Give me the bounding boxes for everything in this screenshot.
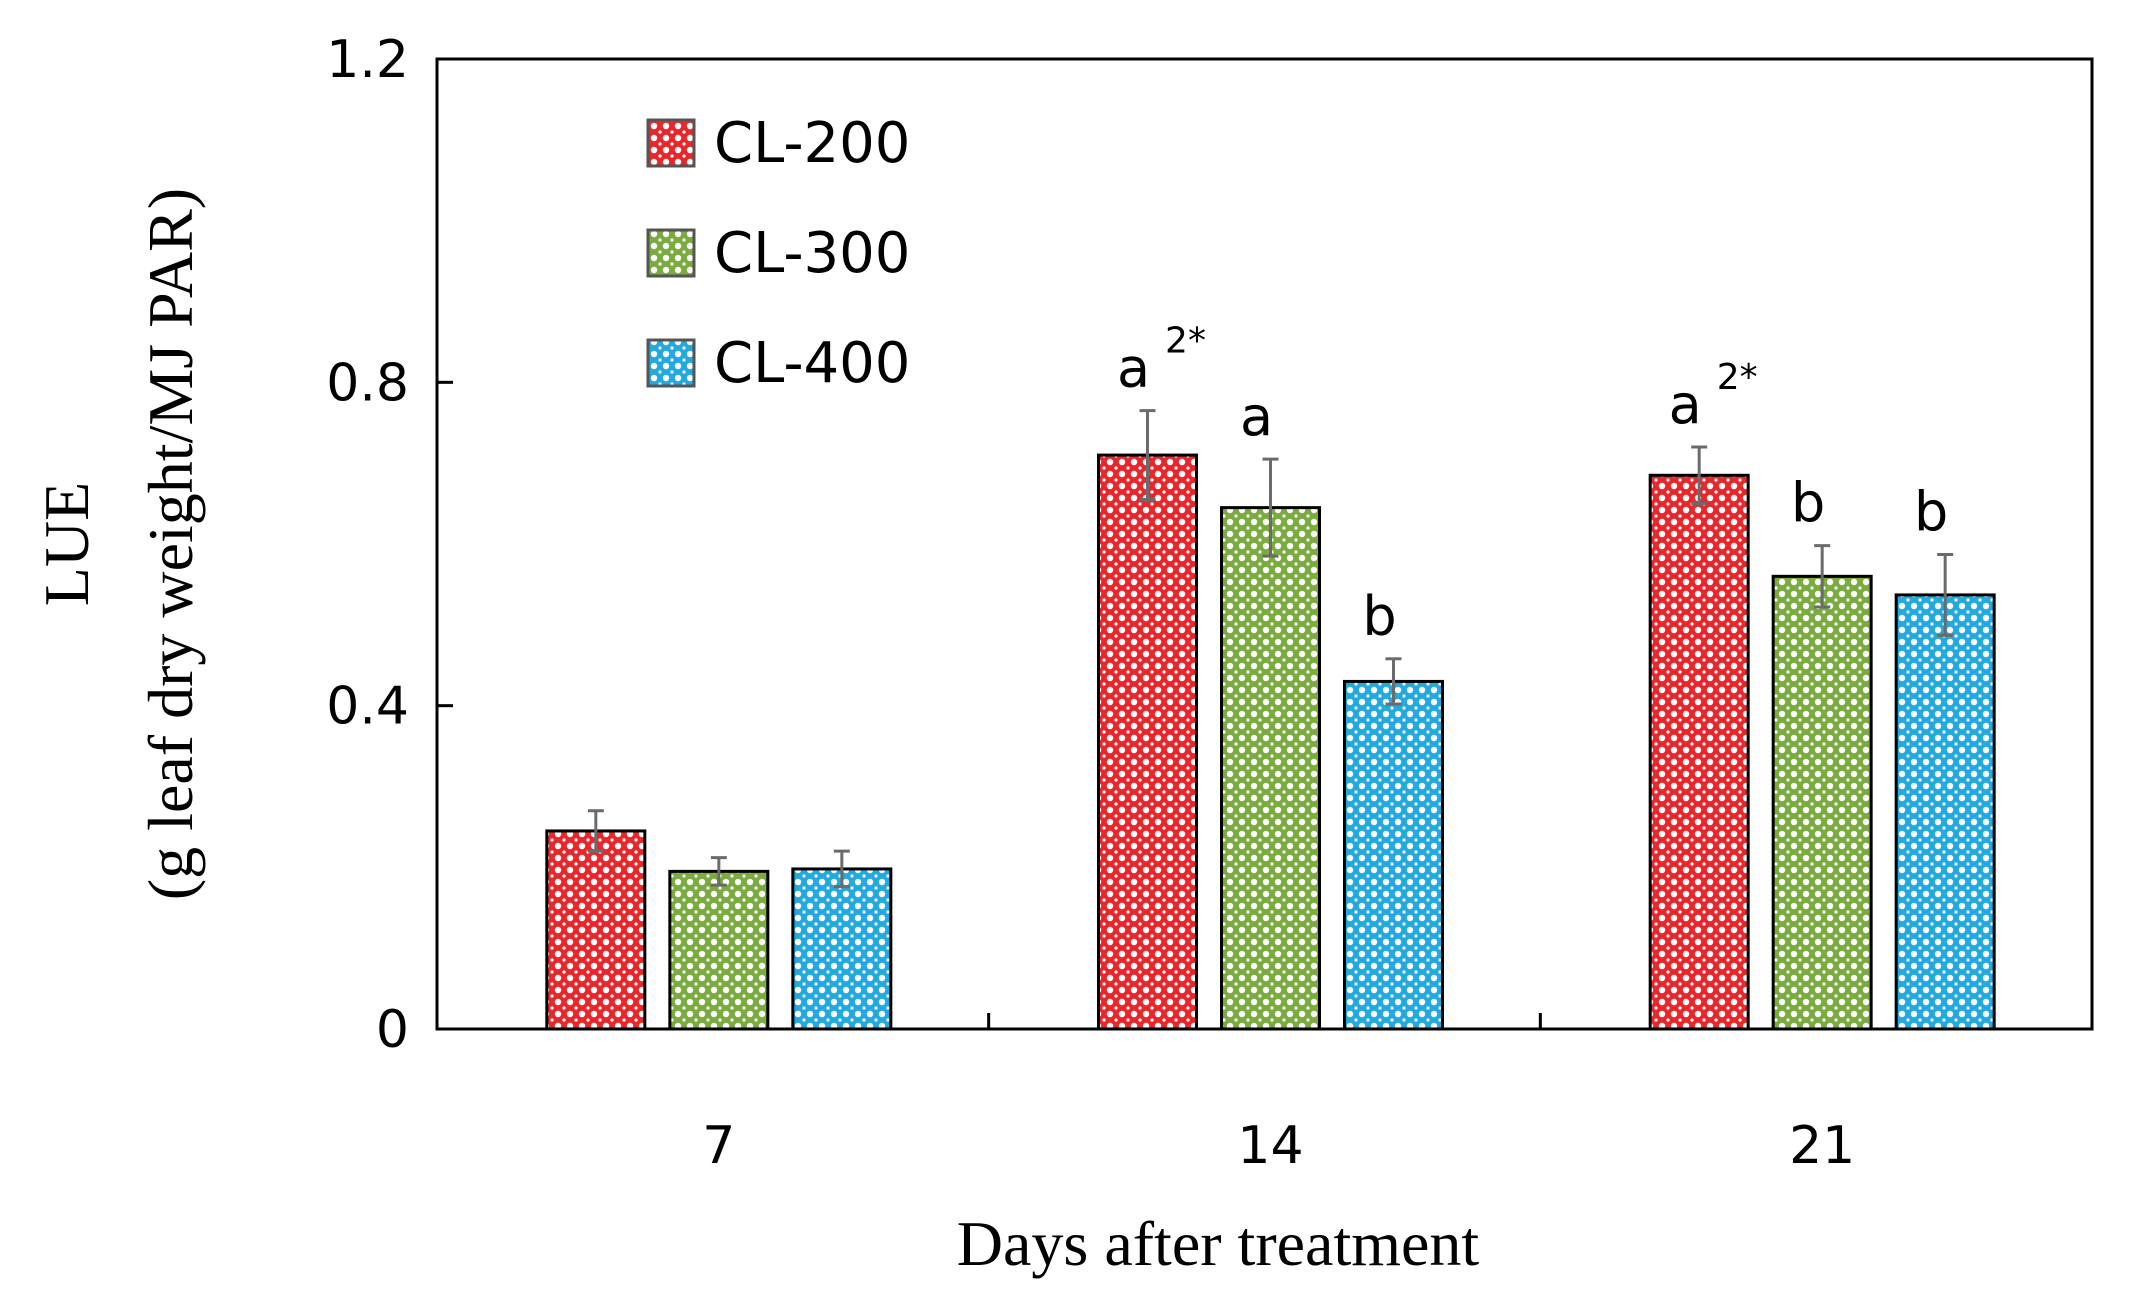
y-axis: 0 0.4 0.8 1.2 [326, 30, 453, 1060]
y-axis-title: LUE (g leaf dry weight/MJ PAR) [31, 188, 206, 900]
legend-item-cl-400: CL-400 [646, 331, 910, 396]
bar-cl-300-day-7 [668, 869, 770, 1031]
legend-item-cl-300: CL-300 [646, 221, 910, 286]
error-bar [587, 809, 604, 853]
significance-letter: b [1914, 481, 1948, 544]
y-tick-label: 1.2 [326, 30, 409, 90]
legend-swatch [646, 118, 696, 168]
bar-cl-200-day-7 [545, 829, 647, 1031]
bar-cl-300-day-21 [1771, 574, 1873, 1031]
x-axis-title: Days after treatment [957, 1208, 1480, 1279]
error-bar [1937, 553, 1954, 637]
legend-label: CL-300 [714, 221, 910, 286]
y-axis-title-line1: LUE [31, 482, 102, 606]
bar-cl-200-day-14 [1097, 453, 1198, 1031]
error-bar [1691, 445, 1708, 506]
legend-swatch [646, 228, 696, 278]
y-tick-label: 0.8 [326, 353, 409, 413]
y-tick-label: 0.4 [326, 677, 409, 737]
significance-labels: a 2* a 2* a b b b [1117, 321, 1948, 648]
x-tick-label: 14 [1237, 1116, 1303, 1176]
significance-superscript: 2* [1165, 321, 1206, 362]
legend-label: CL-200 [714, 111, 910, 176]
x-tick-label: 7 [702, 1116, 735, 1176]
significance-letter: a [1240, 385, 1273, 448]
significance-letter: b [1362, 585, 1396, 648]
bar-cl-300-day-14 [1220, 506, 1321, 1031]
x-axis: 7 14 21 [702, 1013, 1855, 1176]
error-bar [1139, 409, 1156, 502]
significance-letter: a [1117, 337, 1150, 400]
error-bar [833, 849, 850, 889]
significance-letter: b [1791, 472, 1825, 535]
error-bar [1814, 544, 1831, 609]
legend-swatch [646, 338, 696, 388]
y-axis-title-line2: (g leaf dry weight/MJ PAR) [135, 188, 206, 900]
bar-cl-400-day-14 [1343, 679, 1444, 1031]
bar-cl-200-day-21 [1648, 473, 1750, 1031]
error-bar [710, 856, 727, 887]
legend-item-cl-200: CL-200 [646, 111, 910, 176]
bars [545, 409, 1996, 1031]
y-tick-label: 0 [376, 1000, 409, 1060]
error-bar [1262, 457, 1279, 558]
error-bar [1385, 657, 1402, 706]
significance-superscript: 2* [1717, 357, 1758, 398]
legend-label: CL-400 [714, 331, 910, 396]
bar-cl-400-day-7 [791, 867, 893, 1031]
legend: CL-200 CL-300 CL-400 [646, 111, 910, 396]
significance-letter: a [1669, 373, 1702, 436]
x-tick-label: 21 [1789, 1116, 1855, 1176]
bar-cl-400-day-21 [1894, 593, 1996, 1031]
